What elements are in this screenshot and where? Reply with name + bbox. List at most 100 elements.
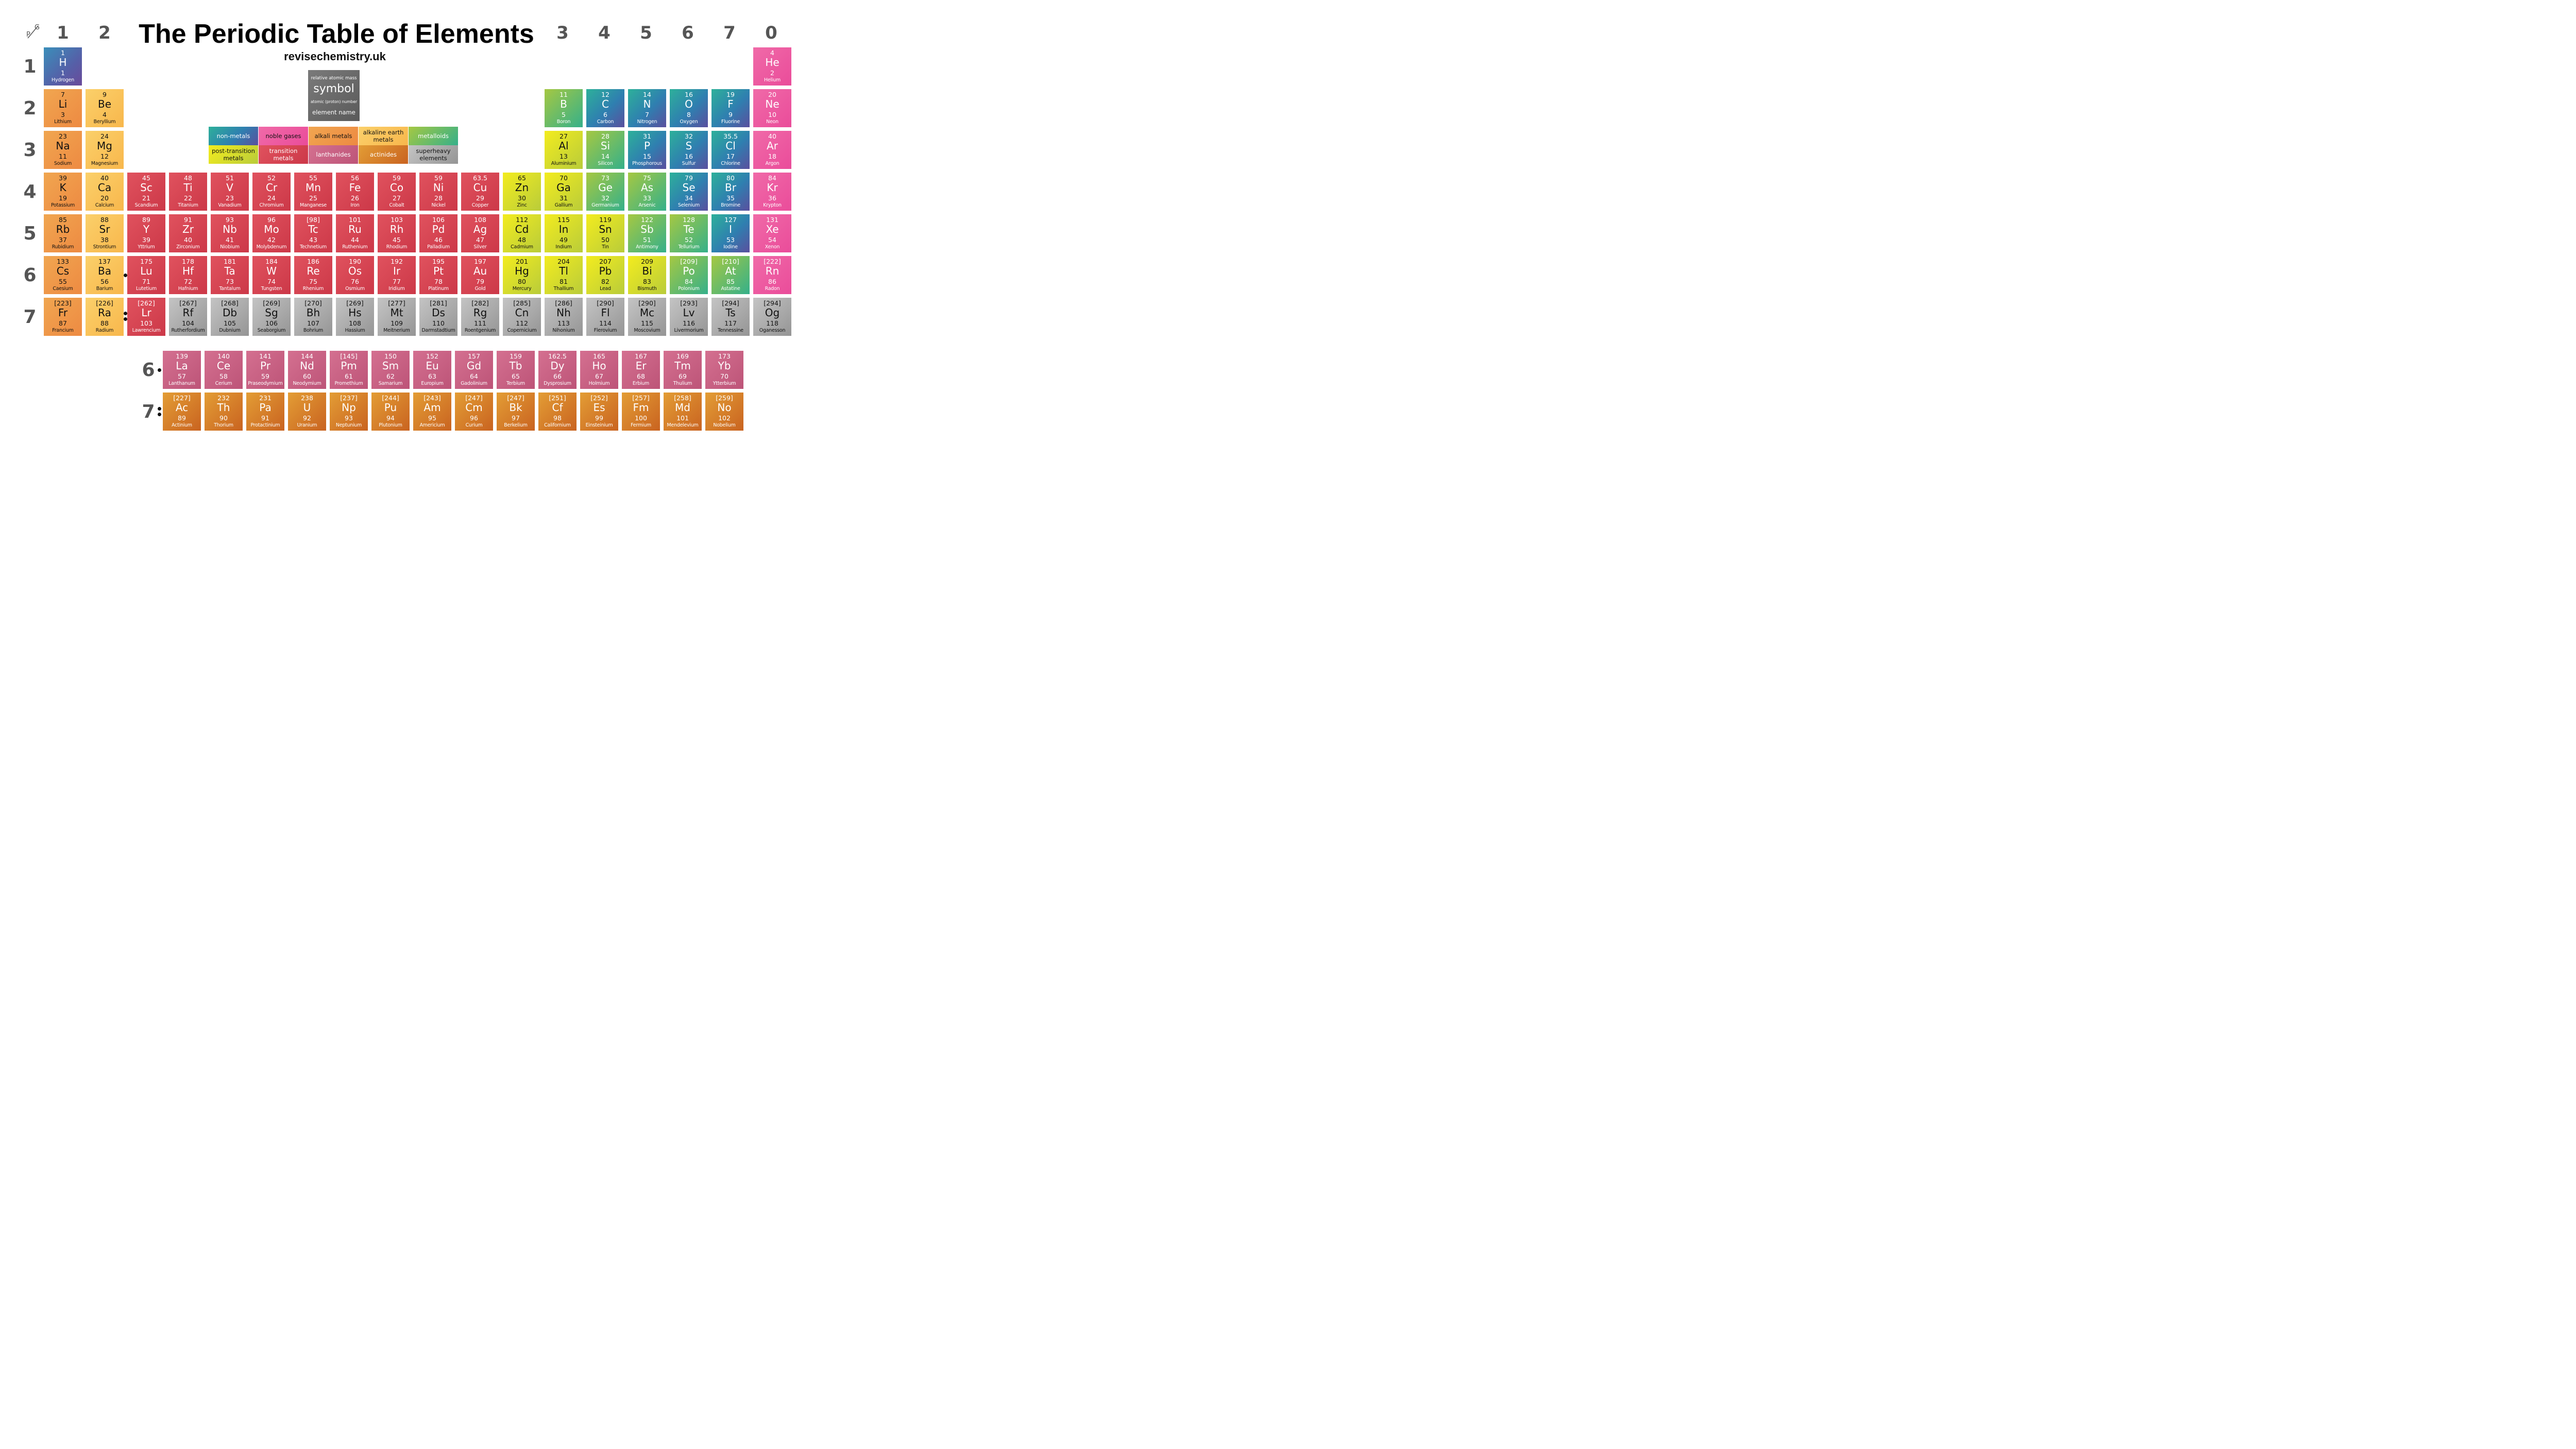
element-name: Caesium — [53, 286, 73, 292]
element-mass: 1 — [61, 49, 65, 57]
element-mass: 115 — [557, 216, 570, 224]
element-symbol: Yb — [718, 360, 731, 372]
element-name: Arsenic — [638, 202, 656, 208]
element-number: 9 — [728, 111, 733, 118]
element-mass: 184 — [265, 258, 278, 265]
element-name: Neptunium — [335, 422, 362, 428]
element-number: 75 — [309, 278, 317, 285]
element-name: Flerovium — [594, 328, 617, 333]
element-tile-xenon: 131 Xe 54 Xenon — [753, 214, 791, 252]
element-symbol: Al — [558, 140, 569, 152]
element-number: 35 — [726, 194, 735, 202]
element-tile-francium: [223] Fr 87 Francium — [44, 298, 82, 336]
element-mass: 75 — [643, 174, 651, 182]
element-mass: [277] — [388, 299, 405, 307]
element-symbol: Xe — [766, 223, 779, 235]
element-mass: [267] — [179, 299, 197, 307]
element-name: Bohrium — [303, 328, 324, 333]
element-mass: 201 — [516, 258, 528, 265]
element-symbol: Tc — [308, 223, 318, 235]
element-symbol: Sr — [99, 223, 110, 235]
element-mass: [226] — [96, 299, 113, 307]
element-number: 49 — [560, 236, 568, 244]
element-mass: 157 — [468, 352, 480, 360]
element-tile-seaborgium: [269] Sg 106 Seaborgium — [252, 298, 291, 336]
element-number: 10 — [768, 111, 776, 118]
element-mass: [290] — [597, 299, 614, 307]
element-mass: 20 — [768, 91, 776, 98]
element-tile-bismuth: 209 Bi 83 Bismuth — [628, 256, 666, 294]
element-name: Bromine — [721, 202, 740, 208]
element-symbol: U — [303, 401, 311, 414]
element-tile-lanthanum: 139 La 57 Lanthanum — [163, 351, 201, 389]
element-tile-lithium: 7 Li 3 Lithium — [44, 89, 82, 127]
element-mass: [98] — [307, 216, 320, 224]
element-name: Chromium — [259, 202, 284, 208]
element-name: Lawrencium — [132, 328, 161, 333]
element-number: 100 — [635, 414, 647, 422]
element-number: 3 — [61, 111, 65, 118]
element-number: 72 — [184, 278, 192, 285]
element-number: 2 — [770, 69, 774, 77]
element-name: Hydrogen — [52, 77, 74, 83]
element-mass: 165 — [593, 352, 605, 360]
group-label-4: 4 — [598, 23, 611, 43]
element-symbol: Y — [143, 223, 150, 235]
element-number: 38 — [100, 236, 109, 244]
element-name: Livermorium — [674, 328, 704, 333]
element-mass: [227] — [173, 394, 191, 402]
element-name: Mendelevium — [667, 422, 699, 428]
actinide-row-dot-2 — [158, 413, 161, 416]
element-mass: 40 — [100, 174, 109, 182]
element-name: Scandium — [134, 202, 158, 208]
element-tile-tellurium: 128 Te 52 Tellurium — [670, 214, 708, 252]
element-mass: 204 — [557, 258, 570, 265]
element-symbol: Rg — [473, 306, 487, 319]
element-number: 97 — [512, 414, 520, 422]
element-name: Zirconium — [176, 244, 200, 250]
element-symbol: Fr — [58, 306, 68, 319]
element-mass: [257] — [632, 394, 650, 402]
element-name: Hafnium — [178, 286, 198, 292]
element-name: Rubidium — [52, 244, 74, 250]
element-number: 82 — [601, 278, 609, 285]
element-name: Uranium — [297, 422, 317, 428]
element-symbol: Ho — [592, 360, 606, 372]
element-tile-protactinium: 231 Pa 91 Protactinium — [246, 393, 284, 431]
element-symbol: Kr — [767, 181, 778, 194]
element-mass: 140 — [217, 352, 230, 360]
element-mass: [243] — [423, 394, 441, 402]
element-mass: 11 — [560, 91, 568, 98]
element-symbol: Se — [682, 181, 696, 194]
element-tile-zinc: 65 Zn 30 Zinc — [503, 173, 541, 211]
element-mass: 91 — [184, 216, 192, 224]
element-name: Osmium — [345, 286, 365, 292]
element-symbol: Eu — [426, 360, 439, 372]
element-tile-curium: [247] Cm 96 Curium — [455, 393, 493, 431]
element-number: 76 — [351, 278, 359, 285]
element-tile-phosphorous: 31 P 15 Phosphorous — [628, 131, 666, 169]
element-number: 65 — [512, 372, 520, 380]
element-symbol: Mo — [264, 223, 279, 235]
element-name: Strontium — [93, 244, 116, 250]
element-number: 33 — [643, 194, 651, 202]
period-label-2: 2 — [23, 98, 37, 119]
element-name: Samarium — [378, 381, 403, 386]
element-mass: 48 — [184, 174, 192, 182]
element-number: 28 — [434, 194, 443, 202]
element-symbol: Lv — [683, 306, 695, 319]
element-tile-roentgenium: [282] Rg 111 Roentgenium — [461, 298, 499, 336]
element-tile-praseodymium: 141 Pr 59 Praseodymium — [246, 351, 284, 389]
element-symbol: Pd — [432, 223, 445, 235]
element-name: Gadolinium — [461, 381, 487, 386]
element-name: Xenon — [765, 244, 780, 250]
element-tile-europium: 152 Eu 63 Europium — [413, 351, 451, 389]
element-mass: [269] — [263, 299, 280, 307]
element-number: 42 — [267, 236, 276, 244]
legend-non-metals: non-metals — [209, 127, 258, 145]
element-mass: 106 — [432, 216, 445, 224]
element-mass: 55 — [309, 174, 317, 182]
element-mass: 59 — [434, 174, 443, 182]
element-symbol: Ba — [98, 265, 111, 277]
element-number: 116 — [683, 319, 695, 327]
